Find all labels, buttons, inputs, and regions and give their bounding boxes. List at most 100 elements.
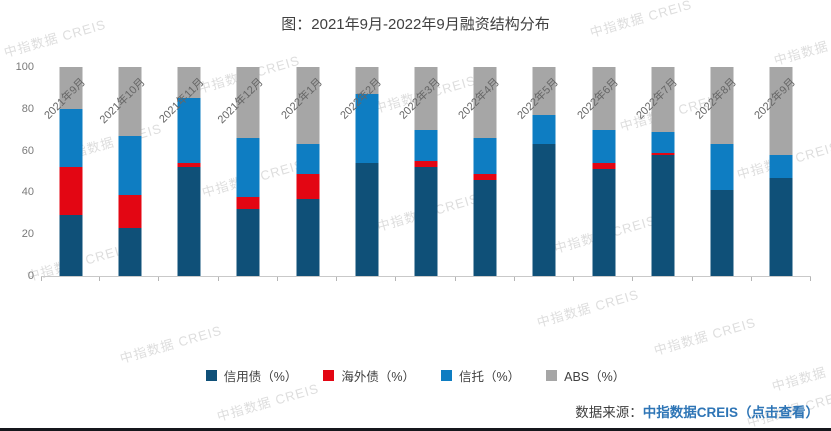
x-axis-tick	[395, 277, 397, 281]
stacked-bar-2021年10月	[118, 67, 142, 276]
bar-segment	[532, 115, 556, 145]
plot-area: 0 20 40 60 80 100 2021年9月 2021年10月 2021年11月 2021…	[16, 61, 812, 282]
bar-segment	[592, 163, 616, 170]
bar-segment	[355, 163, 379, 276]
y-axis-tick-label: 20	[21, 228, 34, 241]
bar-segment	[592, 67, 616, 130]
bar-segment	[59, 67, 83, 109]
x-axis-tick	[632, 277, 634, 281]
x-axis-tick	[573, 277, 575, 281]
stacked-bar-2022年5月	[532, 67, 556, 276]
bar-segment	[59, 215, 83, 276]
stacked-bar-2022年9月	[769, 67, 793, 276]
category-slot: 2022年8月	[693, 67, 752, 281]
bar-segment	[651, 154, 675, 276]
stacked-bar-2022年3月	[414, 67, 438, 276]
bar-segment	[177, 163, 201, 168]
bar-segment	[651, 152, 675, 155]
x-axis-tick	[691, 277, 693, 281]
stacked-bar-2021年9月	[59, 67, 83, 276]
bar-segment	[355, 67, 379, 95]
y-axis-tick-label: 80	[21, 102, 34, 115]
x-axis-tick	[99, 277, 101, 281]
x-axis-line	[41, 276, 811, 277]
bar-segment	[177, 98, 201, 164]
bar-segment	[710, 144, 734, 191]
x-axis-tick	[750, 277, 752, 281]
source-label: 数据来源：	[575, 405, 643, 420]
bar-segment	[651, 67, 675, 132]
category-slot: 2022年7月	[633, 67, 693, 281]
stacked-bar-2022年2月	[355, 67, 379, 276]
bar-segment	[592, 129, 616, 164]
y-axis-tick-label: 40	[21, 186, 34, 199]
source-link[interactable]: 中指数据CREIS（点击查看）	[642, 405, 819, 420]
bar-segment	[118, 227, 142, 276]
stacked-bar-2022年8月	[710, 67, 734, 276]
data-source-line: 数据来源：中指数据CREIS（点击查看）	[575, 401, 819, 421]
y-axis-tick-label: 100	[15, 61, 34, 73]
bar-segment	[769, 67, 793, 155]
bar-segment	[532, 144, 556, 276]
bar-segment	[651, 131, 675, 153]
legend-item: 信托（%）	[440, 366, 521, 385]
category-slot: 2022年5月	[515, 67, 575, 281]
bar-segment	[414, 167, 438, 276]
bar-segment	[710, 190, 734, 276]
watermark-text: 中指数据 CREIS	[118, 322, 224, 367]
bar-segment	[296, 173, 320, 199]
bar-segment	[414, 161, 438, 168]
bar-segment	[473, 179, 497, 276]
chart-title: 图：2021年9月-2022年9月融资结构分布	[281, 16, 550, 33]
bar-segment	[769, 177, 793, 276]
bar-segment	[473, 138, 497, 174]
watermark-text: 中指数据 CREIS	[535, 286, 641, 331]
bar-segment	[710, 67, 734, 145]
legend-label: 信用债（%）	[223, 370, 298, 384]
x-axis-tick	[810, 277, 812, 281]
bar-segment	[236, 67, 260, 139]
category-slot: 2021年12月	[216, 67, 278, 281]
x-axis-tick	[513, 277, 515, 281]
category-slot: 2021年10月	[97, 67, 160, 281]
bar-segment	[473, 173, 497, 180]
bottom-border	[0, 428, 831, 431]
x-axis-tick	[41, 277, 42, 281]
bar-segment	[118, 194, 142, 228]
bar-segment	[59, 108, 83, 168]
legend-label: 信托（%）	[458, 370, 521, 384]
bar-segment	[296, 67, 320, 145]
bar-series-container: 2021年9月 2021年10月 2021年11月 2021年12月 2022年1月 20…	[41, 67, 812, 281]
bar-segment	[118, 135, 142, 195]
legend-swatch-icon	[323, 370, 335, 381]
category-slot: 2022年4月	[456, 67, 515, 281]
legend-swatch-icon	[205, 370, 217, 381]
x-axis-tick	[276, 277, 278, 281]
watermark-text: 中指数据 CREIS	[652, 314, 758, 359]
bar-segment	[414, 67, 438, 130]
x-axis-tick	[217, 277, 219, 281]
category-slot: 2022年6月	[574, 67, 634, 281]
bar-segment	[59, 167, 83, 216]
legend-item: ABS（%）	[546, 366, 625, 385]
y-axis-tick-label: 0	[27, 270, 34, 282]
y-axis-tick-label: 60	[21, 144, 34, 157]
category-slot: 2021年11月	[157, 67, 219, 281]
bar-segment	[769, 154, 793, 178]
legend-item: 海外债（%）	[323, 366, 415, 385]
x-axis-tick	[158, 277, 160, 281]
bar-segment	[473, 67, 497, 139]
category-slot: 2022年3月	[396, 67, 456, 281]
bar-segment	[236, 138, 260, 197]
legend-label: ABS（%）	[564, 370, 626, 384]
bar-segment	[296, 198, 320, 276]
bar-segment	[296, 144, 320, 174]
bar-segment	[532, 67, 556, 116]
bar-segment	[355, 94, 379, 164]
bar-segment	[592, 169, 616, 276]
stacked-bar-2022年7月	[651, 67, 675, 276]
bar-segment	[177, 167, 201, 276]
legend: 信用债（%） 海外债（%） 信托（%） ABS（%）	[0, 366, 831, 385]
x-axis-tick	[336, 277, 338, 281]
